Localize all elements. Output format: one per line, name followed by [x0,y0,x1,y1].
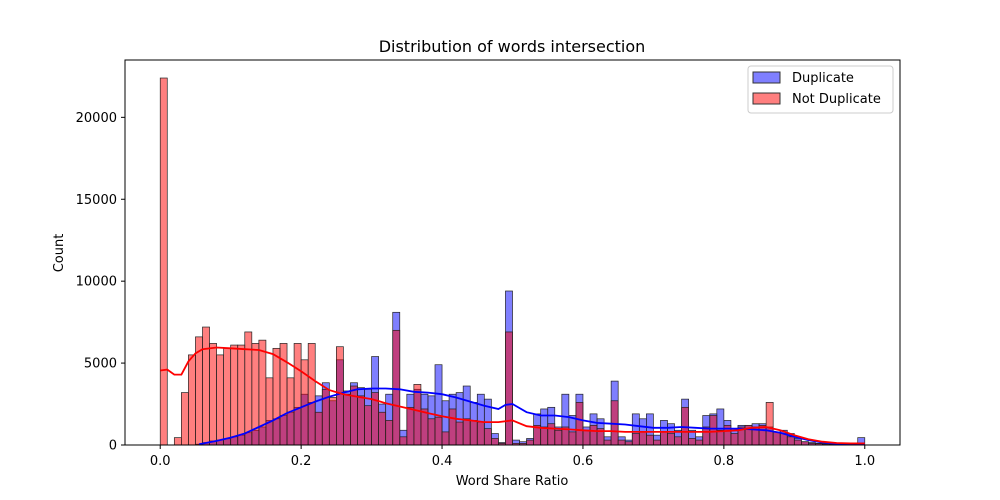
histogram-bar [765,402,774,446]
y-tick-label: 5000 [84,357,117,372]
legend-label-duplicate: Duplicate [792,71,854,86]
x-tick-label: 0.8 [714,454,735,469]
histogram-bar [265,377,274,446]
histogram-bar [427,418,436,446]
histogram-bar [786,436,795,446]
histogram-bar [237,344,246,446]
histogram-bar [646,434,654,446]
histogram-bar [392,329,401,446]
x-axis-label: Word Share Ratio [456,474,569,489]
legend-label-not-duplicate: Not Duplicate [792,92,881,107]
histogram-bar [695,439,704,446]
histogram-bar [547,423,556,446]
histogram-bar [526,439,534,446]
histogram-bar [364,405,372,446]
y-tick-label: 15000 [76,193,117,208]
histogram-bar [181,392,189,446]
chart-title: Distribution of words intersection [379,37,646,56]
histogram-bar [441,431,450,446]
histogram-bar [223,347,232,446]
histogram-bar [631,433,640,446]
histogram-bar [491,438,499,446]
histogram-bar [307,343,316,446]
x-tick-label: 0.6 [573,454,594,469]
histogram-bar [455,421,464,446]
histogram-bar [336,346,344,446]
histogram-bar [462,418,471,446]
y-tick-label: 0 [109,439,117,454]
histogram-bar [357,395,365,446]
histogram-bar [258,339,267,446]
legend-swatch-not-duplicate [752,92,781,105]
x-tick-label: 1.0 [854,454,875,469]
histogram-bar [385,420,394,446]
histogram-bar [617,439,626,446]
x-tick-label: 0.0 [150,454,171,469]
histogram-bar [159,77,168,446]
histogram-bar [188,354,196,446]
axes-frame [124,59,901,446]
histogram-bar [554,429,563,446]
histogram-bar [688,438,697,446]
histogram-bar [272,347,281,446]
histogram-bar [216,354,224,446]
histogram-bar [420,408,429,446]
histogram-bar [413,384,422,446]
histogram-bar [603,439,612,446]
histogram-bar [758,424,767,446]
x-axis-ticks: 0.0 0.2 0.4 0.6 0.8 1.0 [150,445,875,469]
histogram-bar [293,343,302,446]
histogram-bar [716,429,725,446]
histogram-bar [772,431,781,446]
histogram-bar [230,344,239,446]
y-tick-label: 20000 [76,111,117,126]
histogram-bar [575,402,584,446]
kde-line-not-duplicate [160,346,865,445]
histogram-bar [314,411,323,446]
histogram-bar [399,436,408,446]
histogram-bar [328,397,337,446]
x-tick-label: 0.4 [432,454,453,469]
histogram-bar [505,331,513,446]
histogram-bar [653,439,661,446]
histogram-bar [202,326,210,446]
legend: Duplicate Not Duplicate [747,65,894,114]
x-tick-label: 0.2 [291,454,312,469]
histogram-bar [730,433,739,446]
histogram-bar [483,428,492,446]
legend-swatch-duplicate [752,71,781,84]
histogram-bar [434,416,443,446]
histogram-bar [582,429,591,446]
histogram-bar [702,426,711,446]
kde-line-duplicate [198,387,865,446]
kde-curves [160,346,865,446]
histogram-bar [343,393,351,446]
histogram-bar [448,408,457,446]
histogram-bar [638,431,647,446]
histogram-bar [209,343,217,446]
histogram-bar [667,433,675,446]
histogram-bar [660,431,668,446]
histogram-bar [469,420,478,446]
histogram-bar [173,437,182,446]
histogram-bar [589,424,598,446]
histogram-bar [674,436,682,446]
histogram-bar [709,415,718,446]
y-axis-label: Count [52,234,67,273]
histogram-bar [540,426,549,446]
y-axis-ticks: 0 5000 10000 15000 20000 [76,111,125,454]
histogram-bar [568,431,577,446]
histogram-bar [476,421,485,446]
y-tick-label: 10000 [76,275,117,290]
histogram-bar [406,406,415,446]
histogram-bar [793,439,802,446]
legend-box [747,65,894,114]
histogram-bar [378,411,387,446]
